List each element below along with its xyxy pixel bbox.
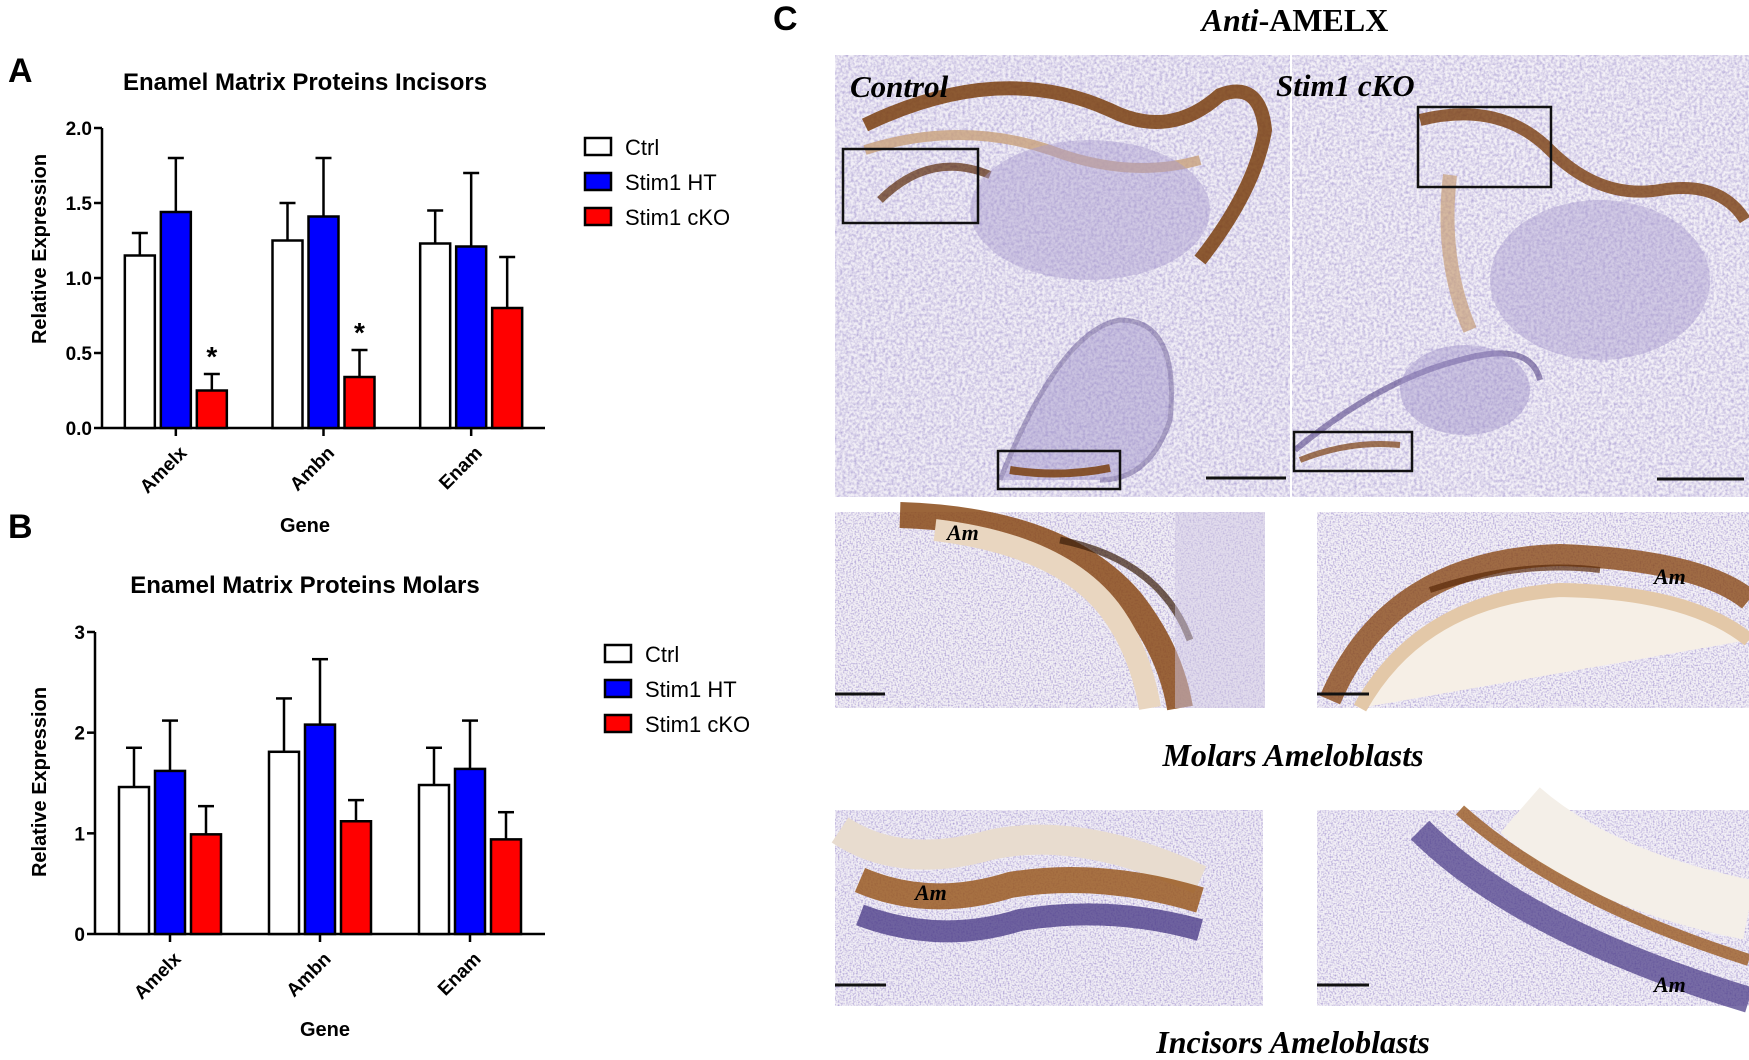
chart-title: Enamel Matrix Proteins Incisors [123,69,487,96]
bar-stim1-cko-amelx [189,833,223,936]
x-tick-label: Enam [434,949,485,1000]
y-tick-label: 0.0 [66,419,92,440]
x-tick-label: Ambn [283,949,336,1002]
y-tick-label: 1 [74,824,85,845]
significance-marker: * [206,341,217,372]
control-label: Control [850,69,949,104]
bar-stim1-ht-enam [454,245,488,430]
bar-stim1-ht-enam [453,767,487,936]
bar-stim1-cko-ambn [343,375,376,430]
y-tick-label: 1.5 [66,194,93,215]
x-axis-label: Gene [280,515,330,537]
bar-ctrl-enam [417,783,451,936]
bar-ctrl-enam [418,242,452,430]
y-tick-label: 2.0 [66,119,92,140]
bar-ctrl-amelx [117,785,151,936]
bar-stim1-cko-amelx [195,389,229,430]
panel-letter-c: C [773,0,798,38]
panel-c: Anti-AMELX Control [831,2,1749,1060]
significance-marker: * [354,317,365,348]
legend-label: Ctrl [625,135,659,160]
bar-stim1-ht-amelx [159,210,193,430]
chart-incisors: Enamel Matrix Proteins Incisors Relative… [29,69,730,537]
chart-title: Enamel Matrix Proteins Molars [130,572,479,599]
micrograph-cko-incisor: Am [1317,787,1749,1013]
y-tick-label: 3 [74,623,85,644]
micrograph-control-incisor: Am [831,810,1263,1006]
y-tick-label: 0.5 [66,344,93,365]
legend-label: Ctrl [645,642,679,667]
legend-label: Stim1 HT [645,677,737,702]
legend-swatch [603,678,633,699]
am-label-incisor-cko: Am [1652,972,1686,997]
panel-letter-b: B [8,508,33,546]
y-tick-label: 2 [74,724,85,745]
bar-stim1-cko-ambn [339,820,373,936]
x-tick-label: Ambn [286,443,339,496]
micrograph-control-overview: Control [835,55,1290,497]
legend-swatch [603,643,633,664]
cko-label: Stim1 cKO [1276,68,1415,103]
legend-label: Stim1 cKO [645,712,750,737]
bar-ctrl-ambn [271,239,304,430]
legend-swatch [583,206,613,227]
bar-ctrl-amelx [123,254,157,430]
y-tick-label: 0 [74,925,85,946]
bar-stim1-ht-amelx [153,769,187,936]
micrograph-control-molar: Am [835,502,1265,711]
x-axis-label: Gene [300,1019,350,1041]
am-label-molar-control: Am [945,520,979,545]
bar-stim1-ht-ambn [303,723,337,936]
legend-label: Stim1 cKO [625,205,730,230]
legend-label: Stim1 HT [625,170,717,195]
bar-ctrl-ambn [267,750,301,936]
panel-c-title: Anti-AMELX [1200,2,1389,38]
y-tick-label: 1.0 [66,269,92,290]
molars-caption: Molars Ameloblasts [1161,737,1423,773]
bar-stim1-cko-enam [489,838,523,936]
am-label-incisor-control: Am [913,880,947,905]
bar-stim1-ht-ambn [307,215,340,430]
am-label-molar-cko: Am [1652,564,1686,589]
micrograph-cko-overview: Stim1 cKO [1276,55,1749,497]
y-axis-label: Relative Expression [29,154,51,344]
legend-swatch [583,171,613,192]
chart-molars: Enamel Matrix Proteins Molars Relative E… [29,572,750,1041]
x-tick-label: Amelx [130,948,185,1003]
legend-swatch [583,136,613,157]
micrograph-cko-molar: Am [1317,512,1749,712]
x-tick-label: Amelx [136,442,191,497]
panel-letter-a: A [8,52,33,90]
incisors-caption: Incisors Ameloblasts [1155,1024,1430,1060]
y-axis-label: Relative Expression [29,687,51,877]
x-tick-label: Enam [435,443,486,494]
bar-stim1-cko-enam [490,306,524,430]
legend-swatch [603,713,633,734]
